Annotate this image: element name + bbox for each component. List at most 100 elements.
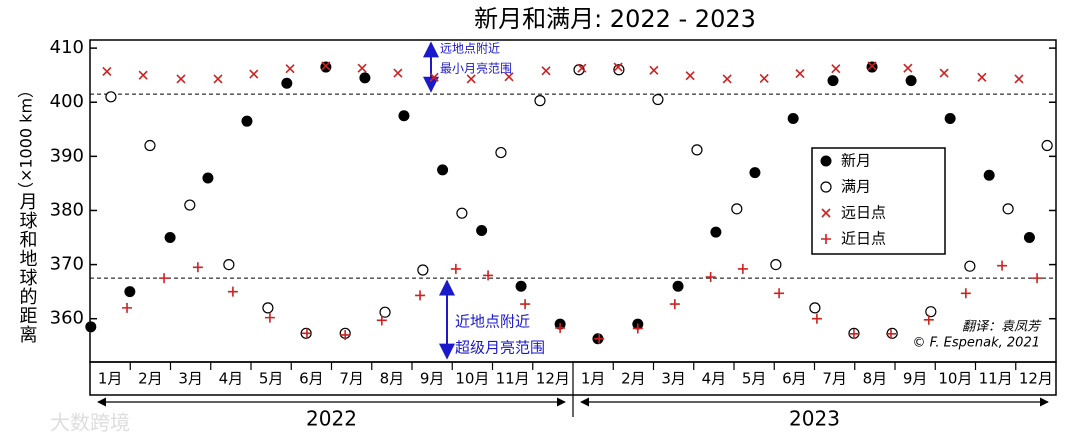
credit: 翻译：袁凤芳 (962, 320, 1042, 335)
apogee-point (867, 61, 877, 71)
full-moon-point (456, 207, 468, 219)
full-moon-point (731, 203, 743, 215)
new-moon-point (515, 280, 527, 292)
perigee-point (774, 288, 785, 299)
apogee-point (613, 62, 623, 72)
y-label-unit: （×1000 km） (17, 82, 36, 198)
full-moon-point (1002, 203, 1014, 215)
perigee-point (192, 262, 203, 273)
legend-marker (820, 155, 832, 167)
perigee-point (923, 314, 934, 325)
month-label: 5月 (259, 370, 284, 388)
perigee-point (669, 299, 680, 310)
annotation: 最小月亮范围 (440, 61, 512, 76)
month-label: 5月 (742, 370, 767, 388)
new-moon-point (905, 75, 917, 87)
new-moon-point (85, 321, 97, 333)
legend-label: 新月 (841, 152, 871, 170)
month-label: 1月 (98, 370, 123, 388)
month-label: 4月 (219, 370, 244, 388)
month-label: 3月 (178, 370, 203, 388)
month-label: 7月 (822, 370, 847, 388)
apogee-point (285, 64, 295, 74)
full-moon-point (534, 95, 546, 107)
apogee-point (1014, 74, 1024, 84)
month-label: 10月 (938, 370, 972, 388)
apogee-point (249, 69, 259, 79)
y-tick-label: 360 (50, 308, 84, 329)
apogee-point (795, 68, 805, 79)
new-moon-point (202, 172, 214, 184)
perigee-point (960, 288, 971, 299)
apogee-point (831, 64, 841, 74)
apogee-point (541, 66, 551, 76)
apogee-point (685, 71, 695, 81)
full-moon-point (144, 139, 156, 152)
full-moon-point (495, 146, 507, 159)
watermark: 大数跨境 (50, 411, 130, 435)
perigee-point (848, 328, 859, 339)
perigee-point (555, 322, 566, 333)
new-moon-point (672, 280, 684, 292)
month-label: 8月 (863, 370, 888, 388)
new-moon-point (359, 72, 371, 84)
perigee-point (594, 333, 605, 344)
full-moon-point (105, 91, 117, 103)
apogee-point (176, 74, 186, 84)
apogee-point (429, 72, 439, 82)
full-moon-point (223, 258, 235, 271)
month-label: 1月 (581, 370, 606, 388)
annotation: 近地点附近 (455, 313, 530, 331)
full-moon-point (809, 302, 821, 314)
y-label: 月球和地球的距离 (17, 192, 38, 344)
perigee-point (415, 290, 426, 301)
credit: © F. Espenak, 2021 (912, 336, 1040, 351)
legend-label: 近日点 (841, 230, 886, 248)
apogee-point (138, 70, 148, 80)
new-moon-point (124, 286, 136, 298)
new-moon-point (710, 226, 722, 238)
month-label: 11月 (979, 370, 1013, 388)
apogee-point (939, 68, 949, 78)
perigee-point (264, 312, 275, 323)
apogee-point (649, 65, 659, 75)
apogee-point (903, 63, 913, 73)
y-tick-label: 390 (50, 145, 84, 166)
month-label: 12月 (536, 370, 570, 388)
legend-marker (820, 181, 832, 193)
new-moon-point (1023, 232, 1035, 244)
month-label: 10月 (455, 370, 489, 388)
apogee-point (213, 74, 223, 84)
month-label: 8月 (380, 370, 405, 388)
legend-label: 满月 (841, 178, 871, 196)
annotation: 远地点附近 (440, 42, 500, 56)
month-label: 3月 (661, 370, 686, 388)
new-moon-point (398, 110, 410, 122)
month-label: 7月 (339, 370, 364, 388)
perigee-point (450, 263, 461, 274)
perigee-point (227, 286, 238, 297)
full-moon-point (417, 264, 429, 276)
month-label: 6月 (782, 370, 807, 388)
full-moon-point (652, 93, 664, 106)
month-label: 2月 (138, 370, 163, 388)
perigee-point (1032, 273, 1043, 284)
full-moon-point (925, 306, 937, 318)
legend-label: 远日点 (841, 204, 886, 222)
full-moon-point (379, 306, 391, 318)
month-label: 6月 (299, 370, 324, 388)
month-label: 12月 (1019, 370, 1053, 388)
month-label: 9月 (420, 370, 445, 388)
full-moon-point (1041, 139, 1053, 152)
perigee-point (737, 263, 748, 274)
apogee-point (102, 66, 112, 76)
new-moon-point (749, 167, 761, 179)
perigee-point (997, 260, 1008, 271)
month-label: 11月 (496, 370, 530, 388)
perigee-point (376, 315, 387, 326)
new-moon-point (241, 115, 253, 127)
perigee-point (811, 313, 822, 324)
new-moon-point (944, 112, 956, 124)
apogee-point (357, 63, 367, 73)
